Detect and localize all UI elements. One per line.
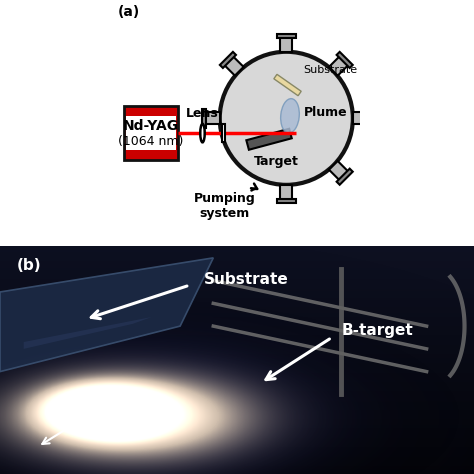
Polygon shape bbox=[220, 52, 236, 68]
Text: (1064 nm): (1064 nm) bbox=[118, 135, 183, 148]
Circle shape bbox=[220, 52, 353, 185]
Text: Substrate: Substrate bbox=[303, 65, 358, 75]
Polygon shape bbox=[277, 199, 296, 203]
Ellipse shape bbox=[281, 99, 299, 133]
Bar bbox=[124, 106, 178, 160]
Ellipse shape bbox=[201, 124, 205, 142]
Text: Target: Target bbox=[254, 155, 299, 168]
Polygon shape bbox=[224, 55, 244, 76]
Text: Nd-YAG: Nd-YAG bbox=[123, 119, 179, 133]
Text: Substrate: Substrate bbox=[204, 272, 289, 287]
Bar bbox=[222, 124, 225, 142]
Text: (a): (a) bbox=[118, 5, 140, 19]
Polygon shape bbox=[280, 185, 292, 201]
Polygon shape bbox=[0, 258, 213, 372]
Text: (b): (b) bbox=[17, 258, 41, 273]
Text: B-target: B-target bbox=[341, 323, 413, 338]
Polygon shape bbox=[274, 74, 301, 96]
Polygon shape bbox=[280, 36, 292, 52]
Polygon shape bbox=[277, 34, 296, 38]
Text: Pumping
system: Pumping system bbox=[194, 192, 255, 220]
Text: Lens: Lens bbox=[186, 107, 219, 119]
Bar bbox=[126, 116, 176, 150]
Polygon shape bbox=[24, 317, 152, 349]
Polygon shape bbox=[337, 52, 353, 68]
Polygon shape bbox=[246, 129, 292, 150]
Polygon shape bbox=[329, 55, 349, 76]
Polygon shape bbox=[329, 161, 349, 181]
Polygon shape bbox=[353, 112, 369, 125]
Text: Plume: Plume bbox=[303, 106, 347, 118]
Polygon shape bbox=[201, 109, 206, 128]
Polygon shape bbox=[204, 112, 220, 125]
Polygon shape bbox=[337, 169, 353, 185]
Polygon shape bbox=[367, 109, 371, 128]
